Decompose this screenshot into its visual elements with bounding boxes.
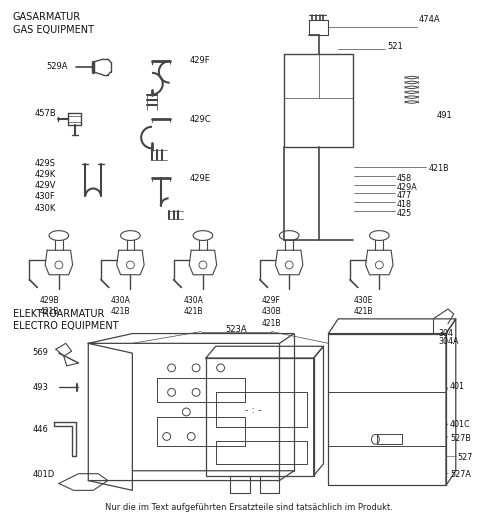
Text: ELEKTROARMATUR
ELECTRO EQUIPMENT: ELEKTROARMATUR ELECTRO EQUIPMENT xyxy=(13,309,119,331)
Text: 527A: 527A xyxy=(450,470,471,479)
Text: 401C: 401C xyxy=(450,420,471,429)
Text: 477: 477 xyxy=(397,192,412,201)
Text: 304: 304 xyxy=(438,329,453,338)
Text: 430A
421B: 430A 421B xyxy=(183,296,203,317)
Text: 429F
430B
421B: 429F 430B 421B xyxy=(261,296,281,328)
Text: 491: 491 xyxy=(436,111,452,120)
Text: 421B: 421B xyxy=(428,164,449,173)
Text: 425: 425 xyxy=(397,209,412,218)
Text: 521: 521 xyxy=(387,43,403,51)
Text: 429F: 429F xyxy=(189,56,210,65)
Text: 401D: 401D xyxy=(32,470,55,479)
Text: 458: 458 xyxy=(397,174,412,183)
Text: 569: 569 xyxy=(32,348,48,357)
Text: 430E
421B: 430E 421B xyxy=(354,296,374,317)
Text: 418: 418 xyxy=(397,200,412,209)
Text: 304A: 304A xyxy=(438,338,459,346)
Text: 429B
421B: 429B 421B xyxy=(39,296,59,317)
Text: 446: 446 xyxy=(32,425,48,434)
Text: 429C: 429C xyxy=(189,115,211,124)
Text: 529A: 529A xyxy=(46,62,68,71)
Text: 457B: 457B xyxy=(34,109,56,118)
Text: 429E: 429E xyxy=(189,174,210,183)
Text: 429A: 429A xyxy=(397,183,418,192)
Text: 474A: 474A xyxy=(418,15,440,24)
Text: 523A: 523A xyxy=(226,325,247,334)
Text: - : -: - : - xyxy=(245,405,261,415)
Text: 493: 493 xyxy=(32,383,48,392)
Text: 429S
429K
429V
430F
430K: 429S 429K 429V 430F 430K xyxy=(34,159,56,213)
Text: GASARMATUR
GAS EQUIPMENT: GASARMATUR GAS EQUIPMENT xyxy=(13,12,94,35)
Text: Nur die im Text aufgeführten Ersatzteile sind tatsächlich im Produkt.: Nur die im Text aufgeführten Ersatzteile… xyxy=(105,503,393,512)
Text: 527B: 527B xyxy=(450,434,471,443)
Text: 527: 527 xyxy=(458,453,473,462)
Text: 401: 401 xyxy=(450,382,465,391)
Text: 430A
421B: 430A 421B xyxy=(111,296,130,317)
